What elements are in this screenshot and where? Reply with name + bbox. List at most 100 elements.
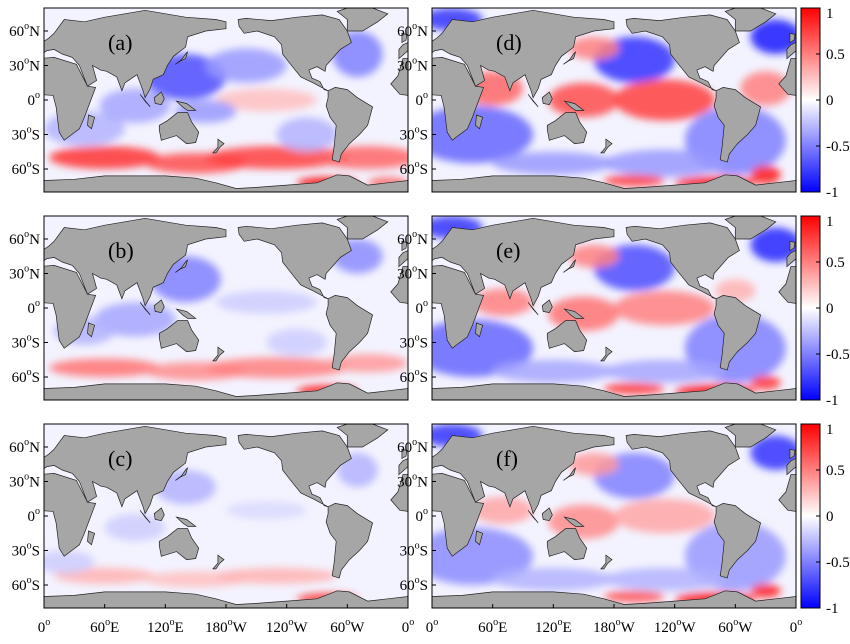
anomaly-field (49, 239, 408, 397)
lat-tick-label: 60oN (9, 437, 40, 456)
landmass (390, 474, 408, 512)
landmass (527, 302, 539, 316)
anomaly-blob (603, 382, 665, 395)
landmass (600, 138, 613, 154)
anomaly-blob (750, 375, 781, 390)
anomaly-blob (49, 358, 161, 377)
landmass (789, 240, 796, 252)
anomaly-field (432, 424, 796, 606)
landmass (432, 382, 796, 400)
landmass (563, 51, 576, 65)
lat-tick-label: 30oN (397, 472, 428, 491)
landmass (724, 216, 777, 240)
colorbar-tick-label: 0 (826, 93, 834, 109)
anomaly-blob (215, 290, 317, 314)
panel-label: (b) (108, 238, 134, 263)
landmass (398, 458, 408, 476)
land-mask (432, 8, 796, 192)
landmass (175, 308, 197, 319)
lat-tick-label: 0o (28, 298, 41, 317)
landmass (212, 138, 225, 154)
lat-tick-label: 30oN (397, 264, 428, 283)
land-mask (432, 424, 796, 608)
landmass (789, 448, 796, 460)
panel-label: (a) (108, 30, 132, 55)
landmass (87, 322, 96, 338)
anomaly-blob (492, 151, 614, 175)
panel-label: (c) (108, 446, 132, 471)
lat-tick-label: 0o (28, 506, 41, 525)
landmass (175, 51, 188, 65)
lon-tick-label: 0o (426, 617, 439, 636)
lat-tick-label: 60oS (12, 159, 40, 178)
landmass (87, 114, 96, 130)
landmass (546, 320, 588, 353)
landmass (401, 240, 408, 252)
anomaly-blob (614, 498, 716, 534)
landmass (432, 425, 615, 515)
colorbar-tick-label: -1 (826, 393, 839, 409)
anomaly-blob (205, 357, 348, 379)
landmass (713, 87, 762, 163)
anomaly-blob (492, 567, 614, 591)
anomaly-blob (215, 567, 338, 584)
landmass (237, 222, 352, 300)
anomaly-blob (603, 174, 665, 187)
anomaly-blob (472, 288, 534, 317)
landmass (475, 530, 484, 546)
landmass (175, 100, 197, 111)
anomaly-blob (603, 567, 726, 591)
landmass (175, 259, 188, 273)
map-panel-c: (c) (43, 423, 409, 609)
lon-tick-label: 60oE (478, 617, 507, 636)
landmass (87, 530, 96, 546)
anomaly-blob (603, 149, 726, 178)
colorbar: 1 0.5 0 -0.5 -1 (800, 6, 850, 201)
anomaly-blob (750, 19, 796, 54)
map-panel-d: (d) (431, 7, 797, 193)
lat-tick-label: 0o (28, 90, 41, 109)
lat-tick-label: 60oN (9, 229, 40, 248)
colorbar-tick-label: 0 (826, 509, 834, 525)
lon-tick-label: 60oW (330, 617, 365, 636)
lat-tick-label: 0o (416, 90, 429, 109)
landmass (563, 100, 585, 111)
land-mask (44, 8, 408, 192)
landmass (336, 216, 389, 240)
landmass (475, 322, 484, 338)
landmass (325, 295, 374, 371)
landmass (139, 302, 151, 316)
colorbar-tick-label: -1 (826, 601, 839, 617)
lat-tick-label: 60oN (397, 437, 428, 456)
land-mask (432, 216, 796, 400)
lon-tick-label: 120oW (654, 617, 697, 636)
land-mask (44, 216, 408, 400)
landmass (212, 346, 225, 362)
landmass (432, 217, 615, 307)
landmass (175, 516, 197, 527)
lon-tick-label: 0o (38, 617, 51, 636)
landmass (541, 507, 553, 521)
landmass (175, 467, 188, 481)
lat-tick-label: 60oS (12, 575, 40, 594)
panel-label: (f) (496, 446, 518, 471)
lon-tick-label: 60oE (90, 617, 119, 636)
landmass (475, 114, 484, 130)
lon-tick-label: 120oE (535, 617, 572, 636)
landmass (432, 473, 485, 557)
anomaly-blob (215, 88, 317, 112)
landmass (541, 91, 553, 105)
colorbar-tick-label: 0.5 (826, 47, 845, 63)
landmass (390, 266, 408, 304)
landmass (44, 425, 227, 515)
anomaly-blob (614, 290, 716, 326)
landmass (336, 424, 389, 448)
landmass (398, 250, 408, 268)
landmass (325, 503, 374, 579)
anomaly-blob (750, 227, 796, 262)
landmass (778, 266, 796, 304)
lat-tick-label: 30oN (9, 264, 40, 283)
landmass (325, 87, 374, 163)
landmass (401, 448, 408, 460)
landmass (336, 8, 389, 32)
